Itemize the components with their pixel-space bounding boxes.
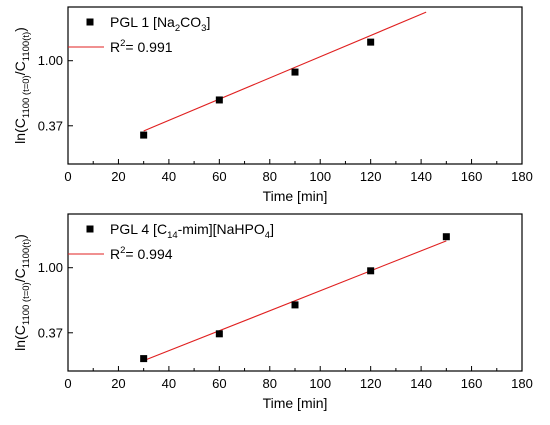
data-point (215, 330, 223, 338)
x-tick-label: 140 (410, 376, 432, 391)
x-axis-label: Time [min] (263, 395, 328, 411)
y-tick-label: 1.00 (38, 53, 63, 68)
x-tick-label: 60 (212, 169, 226, 184)
data-point (442, 233, 450, 241)
data-point (140, 355, 148, 363)
legend-marker-square (86, 18, 94, 26)
x-tick-label: 160 (461, 169, 483, 184)
data-point (215, 96, 223, 104)
x-tick-label: 20 (111, 169, 125, 184)
data-point (291, 301, 299, 309)
x-tick-label: 120 (360, 169, 382, 184)
legend-label-fit: R2= 0.994 (110, 245, 173, 262)
x-tick-label: 160 (461, 376, 483, 391)
chart-panel-2: 0 20 40 60 80 100 120 140 160 180 0.37 1.00 Time [mi… (12, 213, 533, 411)
x-tick-label: 120 (360, 376, 382, 391)
x-tick-label: 80 (263, 376, 277, 391)
fit-line (143, 11, 427, 132)
y-tick-label: 0.37 (38, 118, 63, 133)
x-tick-label: 40 (162, 169, 176, 184)
y-axis-label: ln(C1100 (t=0)/C1100(t)) (12, 27, 32, 144)
data-point (291, 68, 299, 76)
x-tick-label: 60 (212, 376, 226, 391)
fit-line (143, 240, 447, 362)
legend-marker-square (86, 225, 94, 233)
x-tick-label: 40 (162, 376, 176, 391)
x-tick-label: 20 (111, 376, 125, 391)
y-tick-label: 1.00 (38, 260, 63, 275)
y-axis-label: ln(C1100 (t=0)/C1100(t)) (12, 234, 32, 351)
data-point (367, 267, 375, 275)
x-tick-label: 0 (64, 376, 71, 391)
x-tick-label: 80 (263, 169, 277, 184)
x-tick-label: 100 (309, 376, 331, 391)
x-tick-label: 180 (511, 376, 533, 391)
legend-label-fit: R2= 0.991 (110, 38, 173, 55)
legend-label-series: PGL 4 [C14-mim][NaHPO4] (110, 221, 274, 241)
data-point (367, 38, 375, 46)
x-tick-label: 0 (64, 169, 71, 184)
legend-label-series: PGL 1 [Na2CO3] (110, 14, 210, 34)
x-axis-label: Time [min] (263, 188, 328, 204)
y-tick-label: 0.37 (38, 325, 63, 340)
chart-panel-1: 0 20 40 60 80 100 120 140 160 180 0.37 1.00 Time [mi… (12, 6, 533, 204)
x-tick-label: 100 (309, 169, 331, 184)
data-point (140, 131, 148, 139)
x-tick-label: 180 (511, 169, 533, 184)
plot-frame (67, 6, 523, 165)
x-tick-label: 140 (410, 169, 432, 184)
plot-frame (67, 213, 523, 372)
